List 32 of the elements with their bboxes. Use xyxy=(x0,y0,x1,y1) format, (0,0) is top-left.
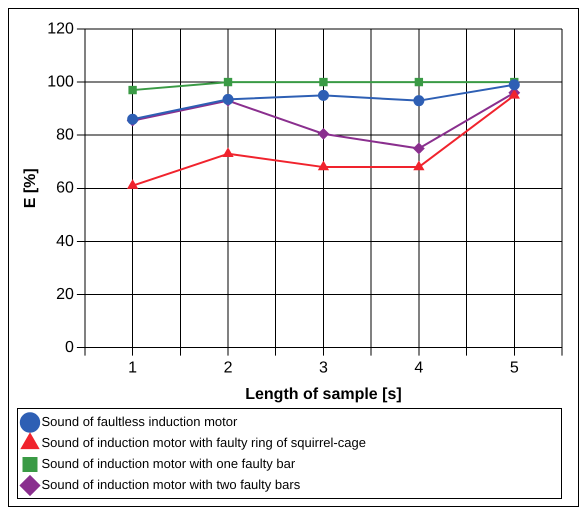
x-tick-label: 5 xyxy=(510,360,519,377)
point xyxy=(318,162,328,170)
x-tick-label: 2 xyxy=(224,360,233,377)
point xyxy=(413,95,424,106)
point xyxy=(224,78,232,86)
point xyxy=(128,180,138,189)
legend-label: Sound of induction motor with faulty ring of squirrel-cage xyxy=(42,435,366,450)
x-axis-title: Length of sample [s] xyxy=(245,386,402,403)
y-tick-label: 20 xyxy=(56,286,74,303)
point xyxy=(319,78,328,86)
point xyxy=(318,90,329,101)
y-tick-label: 100 xyxy=(47,74,74,91)
y-tick-label: 60 xyxy=(56,180,74,197)
legend-label: Sound of induction motor with one faulty bar xyxy=(42,456,296,472)
y-tick-label: 120 xyxy=(47,20,74,38)
point xyxy=(223,148,233,158)
x-tick-label: 3 xyxy=(318,360,328,377)
point xyxy=(414,78,424,86)
point xyxy=(413,142,424,154)
y-tick-label: 0 xyxy=(64,339,74,356)
point xyxy=(414,162,424,170)
x-tick-label: 4 xyxy=(414,360,424,377)
legend-label: Sound of faultless induction motor xyxy=(42,414,238,430)
point xyxy=(508,79,520,90)
y-tick-label: 80 xyxy=(56,126,74,144)
y-tick-label: 40 xyxy=(56,232,74,250)
point xyxy=(509,90,520,99)
legend-label: Sound of induction motor with two faulty bars xyxy=(42,477,301,492)
x-tick-label: 1 xyxy=(128,360,138,377)
point xyxy=(318,128,329,140)
point xyxy=(128,86,137,94)
y-axis-title: E [%] xyxy=(22,168,40,208)
